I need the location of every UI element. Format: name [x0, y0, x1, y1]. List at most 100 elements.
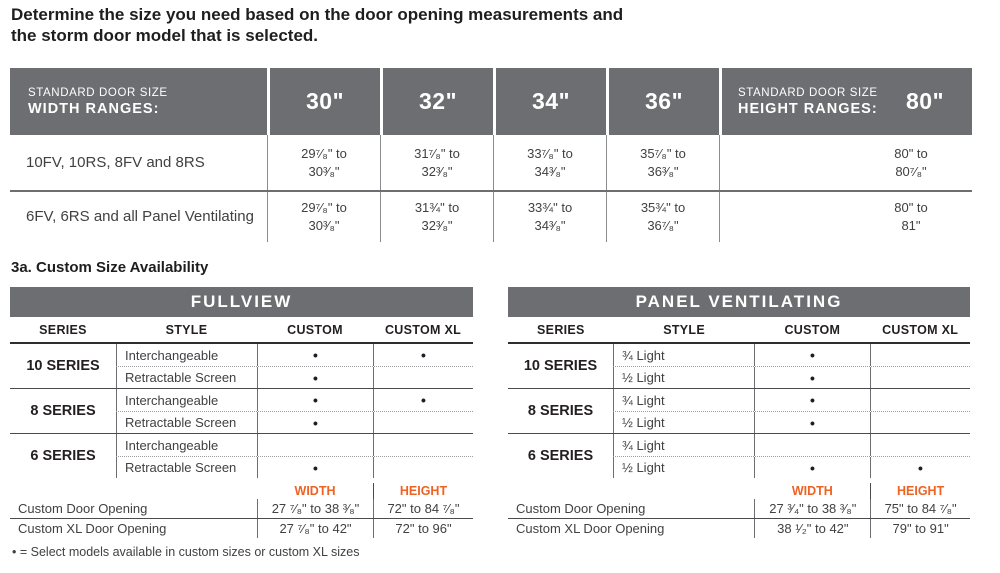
style-label: ½ Light — [613, 412, 754, 433]
custom-dot: • — [754, 412, 870, 433]
style-row: ½ Light • • — [613, 456, 970, 478]
series-group-6: 6 SERIES Interchangeable Retractable Scr… — [10, 433, 473, 478]
series-group-8: 8 SERIES Interchangeable • • Retractable… — [10, 388, 473, 433]
size-row-6fv: 6FV, 6RS and all Panel Ventilating 29⁷⁄₈… — [10, 192, 972, 242]
style-row: Retractable Screen • — [116, 456, 473, 478]
height-column-80: 80" — [906, 88, 944, 114]
opening-height-value: 72" to 84 ⁷⁄₈" — [373, 499, 473, 518]
fullview-title-bar: FULLVIEW — [10, 287, 473, 317]
series-label: 6 SERIES — [527, 448, 594, 464]
opening-row-label: Custom XL Door Opening — [516, 520, 665, 536]
fullview-column-headers: SERIES STYLE CUSTOM CUSTOM XL — [10, 317, 473, 344]
custom-dot: • — [754, 389, 870, 411]
panel-ventilating-table: PANEL VENTILATING SERIES STYLE CUSTOM CU… — [508, 287, 970, 538]
fullview-openings: WIDTH HEIGHT Custom Door Opening 27 ⁷⁄₈"… — [10, 483, 473, 538]
column-header-series: SERIES — [537, 322, 585, 337]
width-range-cell: 31⁷⁄₈" to 32³⁄₈" — [380, 135, 493, 190]
style-row: Retractable Screen • — [116, 366, 473, 388]
column-header-style: STYLE — [165, 322, 208, 337]
width-range-cell: 33⁷⁄₈" to 34³⁄₈" — [493, 135, 606, 190]
style-label: ½ Light — [613, 367, 754, 388]
opening-width-value: 27 ⁷⁄₈" to 42" — [257, 518, 373, 538]
width-range-cell: 31¾" to 32³⁄₈" — [380, 192, 493, 242]
width-column-30: 30" — [270, 68, 380, 135]
opening-width-value: 27 ⁷⁄₈" to 38 ³⁄₈" — [257, 499, 373, 518]
style-label: ¾ Light — [613, 434, 754, 456]
style-label: Retractable Screen — [116, 367, 257, 388]
custom-door-opening-row: Custom Door Opening 27 ³⁄₄" to 38 ³⁄₈" 7… — [508, 499, 970, 519]
panel-ventilating-column-headers: SERIES STYLE CUSTOM CUSTOM XL — [508, 317, 970, 344]
style-row: ¾ Light — [613, 434, 970, 456]
range-line: 30³⁄₈" — [308, 163, 340, 179]
style-label: Retractable Screen — [116, 412, 257, 433]
width-label: WIDTH — [294, 484, 336, 498]
height-ranges-header-label: STANDARD DOOR SIZE HEIGHT RANGES: — [738, 87, 878, 117]
style-row: Interchangeable — [116, 434, 473, 456]
style-row: Interchangeable • • — [116, 344, 473, 366]
size-row-10fv: 10FV, 10RS, 8FV and 8RS 29⁷⁄₈" to 30³⁄₈"… — [10, 135, 972, 192]
custom-dot: • — [754, 457, 870, 478]
range-line: 29⁷⁄₈" to — [301, 200, 347, 215]
width-column-32: 32" — [383, 68, 493, 135]
openings-header: WIDTH HEIGHT — [10, 483, 473, 499]
range-line: 36⁷⁄₈" — [647, 218, 679, 233]
custom-xl-dot: • — [373, 389, 473, 411]
series-label: 10 SERIES — [26, 358, 100, 374]
width-column-36: 36" — [609, 68, 719, 135]
custom-xl-dot — [373, 367, 473, 388]
custom-xl-dot — [870, 434, 970, 456]
range-line: 33⁷⁄₈" to — [527, 145, 573, 161]
panel-ventilating-openings: WIDTH HEIGHT Custom Door Opening 27 ³⁄₄"… — [508, 483, 970, 538]
custom-dot: • — [257, 389, 373, 411]
height-label: HEIGHT — [373, 483, 473, 499]
custom-xl-dot: • — [373, 344, 473, 366]
range-line: 34³⁄₈" — [534, 163, 566, 179]
custom-door-opening-row: Custom Door Opening 27 ⁷⁄₈" to 38 ³⁄₈" 7… — [10, 499, 473, 519]
style-label: ¾ Light — [613, 344, 754, 366]
range-line: 32³⁄₈" — [421, 163, 453, 179]
opening-height-value: 79" to 91" — [870, 518, 970, 538]
width-range-cell: 35⁷⁄₈" to 36³⁄₈" — [606, 135, 719, 190]
width-range-cell: 33¾" to 34³⁄₈" — [493, 192, 606, 242]
custom-dot — [257, 434, 373, 456]
range-line: 81" — [901, 218, 921, 233]
style-label: Interchangeable — [116, 434, 257, 456]
height-ranges-header-line1: STANDARD DOOR SIZE — [738, 86, 878, 99]
series-label: 8 SERIES — [30, 403, 96, 419]
height-range-cell: 80" to 80⁷⁄₈" — [719, 135, 972, 190]
height-range-value: 80" to 81" — [856, 192, 966, 242]
width-range-cell: 29⁷⁄₈" to 30³⁄₈" — [267, 192, 380, 242]
width-ranges-header-line1: STANDARD DOOR SIZE — [28, 86, 168, 99]
opening-width-value: 38 ¹⁄₂" to 42" — [754, 518, 870, 538]
style-row: Retractable Screen • — [116, 411, 473, 433]
style-label: Interchangeable — [116, 344, 257, 366]
range-line: 36³⁄₈" — [647, 163, 679, 179]
custom-xl-door-opening-row: Custom XL Door Opening 38 ¹⁄₂" to 42" 79… — [508, 518, 970, 538]
custom-dot: • — [257, 412, 373, 433]
width-ranges-header-line2: WIDTH RANGES: — [28, 100, 160, 117]
range-line: 33¾" to — [527, 200, 573, 215]
range-line: 35¾" to — [640, 200, 686, 215]
range-line: 30³⁄₈" — [308, 218, 340, 233]
series-group-10: 10 SERIES Interchangeable • • Retractabl… — [10, 344, 473, 388]
style-row: ½ Light • — [613, 411, 970, 433]
custom-dot: • — [257, 457, 373, 478]
height-ranges-header-line2: HEIGHT RANGES: — [738, 100, 878, 117]
style-row: ¾ Light • — [613, 344, 970, 366]
column-header-custom-xl: CUSTOM XL — [882, 322, 959, 337]
style-label: ¾ Light — [613, 389, 754, 411]
column-header-custom: CUSTOM — [287, 322, 343, 337]
column-header-style: STYLE — [663, 322, 706, 337]
style-label: ½ Light — [613, 457, 754, 478]
custom-dot: • — [754, 344, 870, 366]
range-line: 80" to — [894, 145, 928, 161]
height-label: HEIGHT — [870, 483, 970, 499]
series-group-10: 10 SERIES ¾ Light • ½ Light • — [508, 344, 970, 388]
custom-size-availability-heading: 3a. Custom Size Availability — [11, 259, 209, 276]
range-line: 35⁷⁄₈" to — [640, 145, 686, 161]
opening-row-label: Custom Door Opening — [18, 500, 148, 516]
style-label: Interchangeable — [116, 389, 257, 411]
opening-width-value: 27 ³⁄₄" to 38 ³⁄₈" — [754, 499, 870, 518]
column-header-series: SERIES — [39, 322, 87, 337]
range-line: 34³⁄₈" — [534, 218, 566, 233]
